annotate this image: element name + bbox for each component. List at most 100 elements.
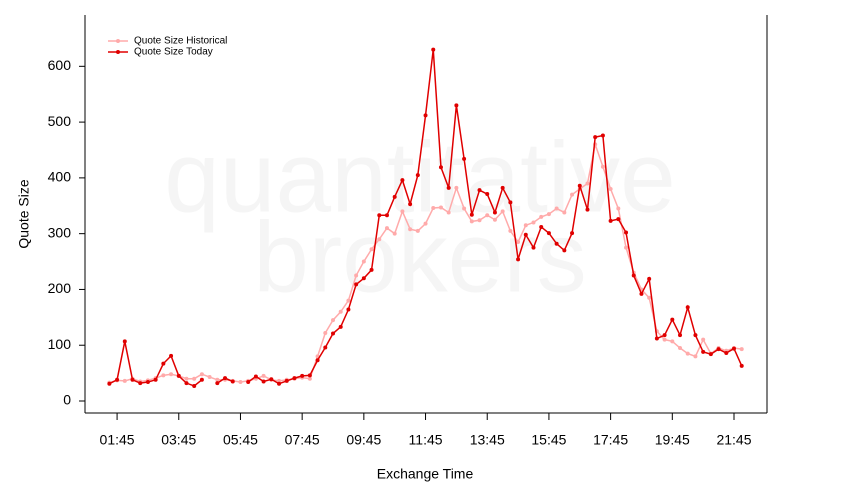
data-point [261,379,266,384]
data-point [523,232,528,237]
x-tick-label: 21:45 [716,432,751,448]
data-point [215,381,220,386]
data-point [130,377,135,382]
data-point [361,259,366,264]
data-point [477,218,482,223]
data-point [223,376,228,381]
data-point [624,245,629,250]
data-point [215,377,220,382]
data-point [616,206,621,211]
data-point [701,349,706,354]
y-tick-label: 400 [48,169,72,185]
data-point [685,305,690,310]
data-point [354,282,359,287]
data-point [500,185,505,190]
data-point [516,257,521,262]
data-point [307,376,312,381]
data-point [600,133,605,138]
data-point [346,298,351,303]
data-point [678,346,683,351]
data-point [616,217,621,222]
data-point [323,330,328,335]
data-point [392,194,397,199]
legend-label: Quote Size Today [134,47,213,58]
data-point [423,113,428,118]
data-point [693,354,698,359]
data-point [192,376,197,381]
legend-label: Quote Size Historical [134,36,227,47]
data-point [431,206,436,211]
data-point [624,230,629,235]
x-tick-label: 05:45 [223,432,258,448]
data-point [384,213,389,218]
data-point [485,192,490,197]
data-point [454,103,459,108]
data-point [454,185,459,190]
data-point [161,373,166,378]
data-point [492,217,497,222]
data-point [647,276,652,281]
data-point [608,187,613,192]
data-point [446,185,451,190]
data-point [153,377,158,382]
data-point [670,339,675,344]
data-point [724,351,729,356]
data-point [469,219,474,224]
data-point [670,317,675,322]
data-point [346,307,351,312]
data-point [462,156,467,161]
data-point [508,200,513,205]
x-tick-label: 15:45 [531,432,566,448]
data-point [693,333,698,338]
data-point [585,181,590,186]
data-point [608,218,613,223]
data-point [446,210,451,215]
data-point [377,237,382,242]
y-tick-label: 100 [48,336,72,352]
data-point [238,380,243,385]
x-tick-label: 07:45 [285,432,320,448]
data-point [654,336,659,341]
data-point [593,135,598,140]
data-point [354,273,359,278]
data-point [408,227,413,232]
y-axis-title: Quote Size [16,179,32,248]
data-point [122,339,127,344]
data-point [277,381,282,386]
data-point [192,383,197,388]
data-point [739,363,744,368]
data-point [554,241,559,246]
data-point [307,373,312,378]
data-point [639,291,644,296]
data-point [662,333,667,338]
data-point [708,352,713,357]
data-point [523,223,528,228]
data-point [500,209,505,214]
x-tick-label: 03:45 [161,432,196,448]
data-point [323,345,328,350]
y-tick-label: 0 [63,392,71,408]
data-point [739,347,744,352]
data-point [369,247,374,252]
data-point [516,240,521,245]
data-point [531,220,536,225]
data-point [431,47,436,52]
x-tick-label: 17:45 [593,432,628,448]
data-point [400,209,405,214]
x-tick-label: 11:45 [409,432,443,448]
data-point [531,245,536,250]
data-point [408,202,413,207]
data-point [570,192,575,197]
data-point [685,351,690,356]
data-point [115,377,120,382]
x-tick-label: 13:45 [470,432,505,448]
data-point [253,374,258,379]
data-point [269,377,274,382]
data-point [284,378,289,383]
data-point [462,206,467,211]
data-point [662,337,667,342]
data-point [331,318,335,323]
data-point [199,377,204,382]
data-point [577,183,582,188]
